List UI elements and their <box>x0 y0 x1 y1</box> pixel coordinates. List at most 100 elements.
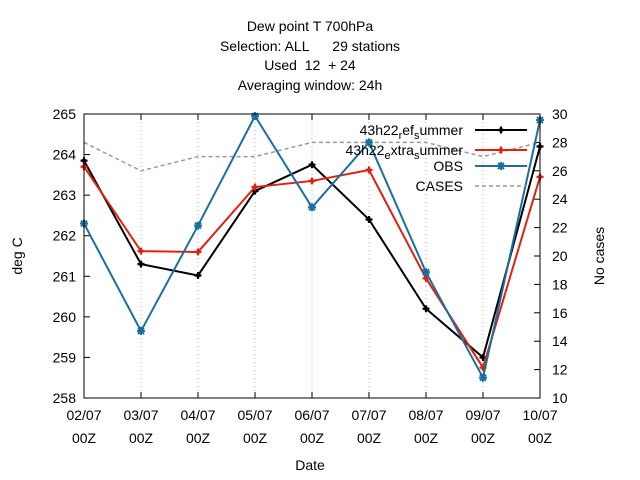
point-obs-6-d2 <box>422 268 430 276</box>
legend-label-base: 43h22 <box>360 122 399 138</box>
point-43h22-ref-summer-5 <box>365 215 373 223</box>
title-line-2: Selection: ALL 29 stations <box>220 38 400 54</box>
x-tick-label-date-5: 07/07 <box>351 407 386 423</box>
point-43h22-extra-summer-4 <box>308 177 316 185</box>
x-tick-label-date-1: 03/07 <box>123 407 158 423</box>
point-43h22-ref-summer-6 <box>422 305 430 313</box>
y2-tick-label-8: 26 <box>552 163 568 179</box>
point-43h22-extra-summer-3 <box>251 183 259 191</box>
legend-marker-obs-d2 <box>497 162 505 170</box>
x-tick-label-time-3: 00Z <box>243 430 268 446</box>
x-tick-label-time-5: 00Z <box>357 430 382 446</box>
point-obs-7-d2 <box>479 374 487 382</box>
point-obs-7 <box>479 373 487 382</box>
point-obs-2-d2 <box>194 221 202 230</box>
x-tick-label-date-3: 05/07 <box>237 407 272 423</box>
legend-label-43h22-extra-summer: 43h22extrasummer <box>346 142 464 162</box>
x-tick-label-time-6: 00Z <box>414 430 439 446</box>
x-tick-label-time-2: 00Z <box>186 430 211 446</box>
y2-tick-label-9: 28 <box>552 134 568 150</box>
y-axis-ticks: 258 259 260 261 262 263 264 265 <box>53 106 90 406</box>
legend-marker-43h22-ref-summer-dot <box>498 127 504 133</box>
y2-tick-label-0: 10 <box>552 390 568 406</box>
title-line-1: Dew point T 700hPa <box>247 18 374 34</box>
legend-label-base: 43h22 <box>346 142 385 158</box>
point-43h22-extra-summer-2 <box>194 248 202 256</box>
y-tick-label-2: 260 <box>53 309 77 325</box>
gridlines <box>140 114 484 398</box>
point-obs-5-d2 <box>365 138 373 147</box>
y-tick-label-7: 265 <box>53 106 77 122</box>
legend-label-mid: xtra <box>391 142 415 158</box>
point-43h22-extra-summer-1 <box>137 247 145 255</box>
legend-label-mid: ef <box>402 122 414 138</box>
point-43h22-extra-summer-3-dot <box>252 184 258 190</box>
y2-tick-label-10: 30 <box>552 106 568 122</box>
x-tick-label-time-4: 00Z <box>300 430 325 446</box>
y2-tick-label-5: 20 <box>552 248 568 264</box>
point-43h22-ref-summer-2-dot <box>195 273 201 278</box>
y2-axis-label: No cases <box>591 227 607 285</box>
y-tick-label-6: 264 <box>53 147 77 163</box>
y2-axis-ticks: 10 12 14 16 18 20 22 24 26 28 30 <box>534 106 568 406</box>
point-43h22-ref-summer-1-dot <box>138 261 144 267</box>
point-obs-1-d2 <box>137 327 145 335</box>
legend-label-43h22-ref-summer: 43h22refsummer <box>360 122 464 142</box>
x-axis-ticks: 02/07 00Z 03/07 00Z 04/07 00Z 05/07 00Z 06/07 00Z… <box>66 114 558 446</box>
y2-tick-label-3: 16 <box>552 305 568 321</box>
point-obs-4-d2 <box>308 203 316 212</box>
y2-tick-label-2: 14 <box>552 333 568 349</box>
point-43h22-extra-summer-4-dot <box>309 178 315 184</box>
legend-label-text: OBS <box>433 158 463 174</box>
legend-label-obs: OBS <box>433 158 463 174</box>
point-43h22-ref-summer-1 <box>137 260 145 268</box>
y-tick-label-5: 263 <box>53 187 77 203</box>
x-tick-label-time-7: 00Z <box>471 430 496 446</box>
point-obs-1 <box>137 327 145 336</box>
point-43h22-ref-summer-4-dot <box>309 162 315 167</box>
legend-label-sub: s <box>414 150 420 162</box>
x-tick-label-date-7: 09/07 <box>465 407 500 423</box>
y-tick-label-3: 261 <box>53 268 77 284</box>
point-obs-2 <box>194 221 202 230</box>
title-line-3: Used 12 + 24 <box>264 57 356 73</box>
x-tick-label-date-2: 04/07 <box>180 407 215 423</box>
point-43h22-ref-summer-7-dot <box>480 355 486 360</box>
point-obs-5 <box>365 138 373 147</box>
legend-label-tail: ummer <box>419 142 463 158</box>
x-tick-label-time-8: 00Z <box>528 430 553 446</box>
point-43h22-extra-summer-5 <box>365 166 373 174</box>
legend-marker-43h22-ref-summer <box>497 126 505 134</box>
point-obs-4 <box>308 203 316 212</box>
y2-tick-label-7: 24 <box>552 191 568 207</box>
title-line-4: Averaging window: 24h <box>238 77 383 93</box>
point-43h22-extra-summer-2-dot <box>195 249 201 255</box>
point-43h22-ref-summer-4 <box>308 161 316 169</box>
series-cases <box>83 141 541 172</box>
point-43h22-extra-summer-1-dot <box>138 248 144 254</box>
y-tick-label-1: 259 <box>53 349 77 365</box>
plot-frame <box>83 113 541 399</box>
point-obs-3 <box>251 112 259 121</box>
point-43h22-ref-summer-2 <box>194 271 202 279</box>
x-tick-label-date-6: 08/07 <box>408 407 443 423</box>
legend-label-sub: s <box>414 130 420 142</box>
legend-label-sub: r <box>399 130 403 142</box>
legend-marker-43h22-extra-summer-dot <box>498 147 504 153</box>
legend-label-text: CASES <box>416 178 463 194</box>
legend-marker-obs <box>497 162 505 170</box>
y-axis-label: deg C <box>9 237 25 274</box>
series-line-cases <box>83 141 541 172</box>
x-tick-label-date-8: 10/07 <box>522 407 557 423</box>
point-43h22-extra-summer-6-dot <box>423 276 429 281</box>
y2-tick-label-4: 18 <box>552 276 568 292</box>
x-tick-label-date-4: 06/07 <box>294 407 329 423</box>
point-43h22-ref-summer-6-dot <box>423 306 429 311</box>
chart-title: Dew point T 700hPa Selection: ALL 29 sta… <box>220 18 400 93</box>
point-43h22-extra-summer-5-dot <box>366 167 372 173</box>
x-tick-label-date-0: 02/07 <box>66 407 101 423</box>
x-axis-label: Date <box>295 457 325 473</box>
legend-label-sub: e <box>384 150 390 162</box>
y-tick-label-0: 258 <box>53 390 77 406</box>
